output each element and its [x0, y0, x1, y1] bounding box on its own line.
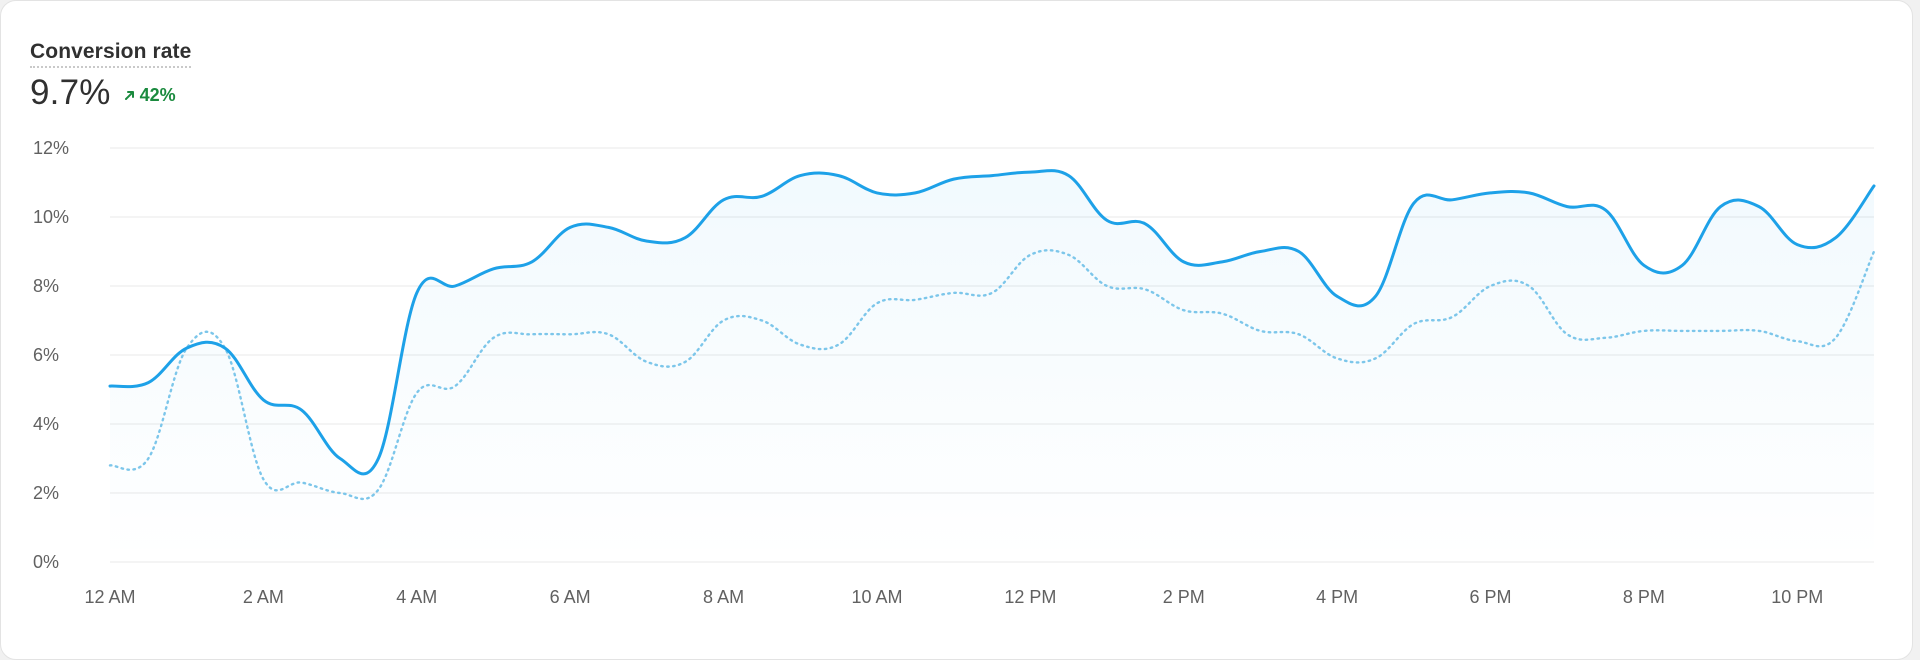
x-tick-label: 6 AM [550, 587, 591, 607]
x-tick-label: 2 PM [1163, 587, 1205, 607]
y-tick-label: 0% [33, 552, 59, 572]
x-tick-label: 4 AM [396, 587, 437, 607]
y-tick-label: 10% [33, 207, 69, 227]
y-tick-label: 8% [33, 276, 59, 296]
card-title[interactable]: Conversion rate [30, 40, 192, 68]
arrow-up-right-icon [124, 90, 134, 100]
y-tick-label: 4% [33, 414, 59, 434]
x-tick-label: 12 PM [1004, 587, 1056, 607]
series-layer [108, 169, 1876, 562]
y-axis: 0% 2% 4% 6% 8% 10% 12% [33, 138, 69, 572]
x-tick-label: 12 AM [84, 587, 135, 607]
metric-value: 9.7% [30, 73, 111, 112]
primary-series-line [108, 169, 1876, 476]
x-axis: 12 AM 2 AM 4 AM 6 AM 8 AM 10 AM 12 PM 2 PM 4 PM 6… [84, 587, 1823, 607]
metric-row: 9.7% 42% [30, 73, 176, 113]
comparison-series-line [108, 249, 1876, 501]
x-tick-label: 8 PM [1623, 587, 1665, 607]
change-indicator: 42% [124, 85, 176, 106]
change-value: 42% [139, 84, 176, 105]
conversion-rate-chart: 0% 2% 4% 6% 8% 10% 12% 12 AM 2 AM 4 AM 6 AM 8 AM 10… [33, 138, 1876, 607]
primary-series-area [110, 170, 1874, 562]
x-tick-label: 10 PM [1771, 587, 1823, 607]
x-tick-label: 10 AM [851, 587, 902, 607]
y-tick-label: 2% [33, 483, 59, 503]
x-tick-label: 4 PM [1316, 587, 1358, 607]
x-tick-label: 2 AM [243, 587, 284, 607]
x-tick-label: 8 AM [703, 587, 744, 607]
x-tick-label: 6 PM [1470, 587, 1512, 607]
y-tick-label: 6% [33, 345, 59, 365]
y-tick-label: 12% [33, 138, 69, 158]
